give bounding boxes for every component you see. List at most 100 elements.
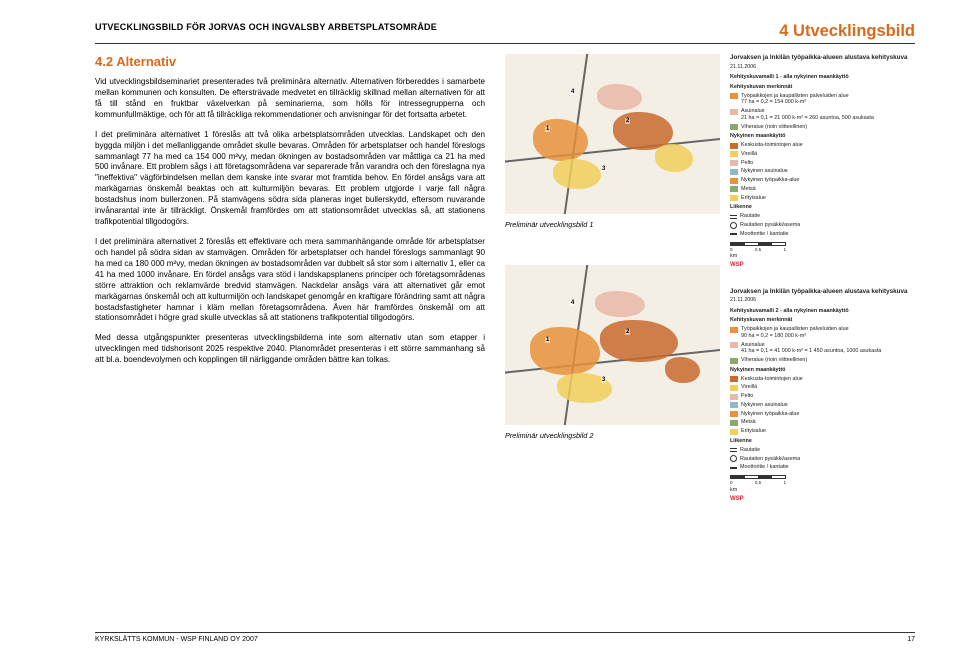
legend-row-text: Rautatie [740,213,760,220]
legend-row-text: Rautatien pysäkki/asema [740,222,800,229]
legend-swatch [730,186,738,192]
legend-section-head: Nykyinen maankäyttö [730,367,915,374]
legend-row-text: Pelto [741,160,753,167]
page-footer: KYRKSLÄTTS KOMMUN - WSP FINLAND OY 2007 … [95,632,915,643]
legend-row-text: Pelto [741,393,753,400]
legend-symbol [730,233,737,235]
legend-row: Nykyinen asuinalue [730,168,915,175]
map-figure-2: 1234 [505,265,720,425]
paragraph-2: I det preliminära alternativet 1 föreslå… [95,130,485,228]
legend-symbol [730,448,737,452]
legend-row-text: Keskusta-toimintojen alue [741,376,803,383]
legend-row-text: Nykyinen asuinalue [741,402,788,409]
legend-swatch [730,420,738,426]
legend-swatch [730,429,738,435]
legend-row: Keskusta-toimintojen alue [730,142,915,149]
legend-section-head: Nykyinen maankäyttö [730,133,915,140]
scale-bar: 00,51km [730,475,915,493]
legend-row-text: Nykyinen asuinalue [741,168,788,175]
legend-swatch [730,394,738,400]
legend-row: Vireillä [730,384,915,391]
legend-row-text: Asuinalue21 ha = 0,1 = 21 000 k-m² = 260… [741,108,874,122]
scale-bar: 00,51km [730,242,915,260]
legend-swatch [730,109,738,115]
scale-unit: km [730,253,915,260]
legend-section-head: Liikenne [730,438,915,445]
legend-row: Keskusta-toimintojen alue [730,376,915,383]
legend-swatch [730,178,738,184]
legend-row: Työpaikkojen ja kaupallisten palveluiden… [730,93,915,107]
legend-row: Metsä [730,186,915,193]
legend-row: Nykyinen työpaikka-alue [730,177,915,184]
legend-row-text: Nykyinen työpaikka-alue [741,411,799,418]
legend-row-text: Keskusta-toimintojen alue [741,142,803,149]
legend-swatch [730,376,738,382]
legend-row-text: Rautatien pysäkki/asema [740,456,800,463]
paragraph-4: Med dessa utgångspunkter presenteras utv… [95,333,485,366]
legend-row: Nykyinen työpaikka-alue [730,411,915,418]
text-column: 4.2 Alternativ Vid utvecklingsbildsemina… [95,54,485,503]
legend-row: Pelto [730,160,915,167]
legend-title: Jorvaksen ja Inkilän työpaikka-alueen al… [730,288,915,296]
legend-symbol [730,455,737,462]
legend-section-head: Kehityskuvan merkinnät [730,317,915,324]
legend-row-text: Moottoritie / kantatie [740,464,789,471]
legend-row: Asuinalue21 ha = 0,1 = 21 000 k-m² = 260… [730,108,915,122]
legend-row: Asuinalue41 ha = 0,1 = 41 000 k-m² = 1 4… [730,342,915,356]
figure-1-caption: Preliminär utvecklingsbild 1 [505,220,720,229]
legend-swatch [730,124,738,130]
legend-swatch [730,342,738,348]
legend-swatch [730,160,738,166]
legend-row: Rautatie [730,213,915,220]
legend-row: Rautatien pysäkki/asema [730,222,915,229]
legend-model-line: Kehityskuvamalli 2 - alla nykyinen maank… [730,308,915,315]
legend-row-text: Metsä [741,186,756,193]
legend-row-text: Viheralue (noin viitteellinen) [741,124,807,131]
legend-swatch [730,385,738,391]
legend-block-2: Jorvaksen ja Inkilän työpaikka-alueen al… [730,288,915,504]
paragraph-1: Vid utvecklingsbildseminariet presentera… [95,77,485,121]
legend-swatch [730,143,738,149]
legend-row-text: Työpaikkojen ja kaupallisten palveluiden… [741,93,849,107]
section-heading: 4.2 Alternativ [95,54,485,69]
page-number: 17 [907,636,915,643]
legend-row: Nykyinen asuinalue [730,402,915,409]
legend-symbol [730,222,737,229]
legend-row-text: Vireillä [741,384,757,391]
legend-section-head: Liikenne [730,204,915,211]
legend-swatch [730,327,738,333]
legend-swatch [730,411,738,417]
legend-model-line: Kehityskuvamalli 1 - alla nykyinen maank… [730,74,915,81]
scale-unit: km [730,487,915,494]
legend-swatch [730,151,738,157]
legend-symbol [730,467,737,469]
legend-block-1: Jorvaksen ja Inkilän työpaikka-alueen al… [730,54,915,270]
legend-swatch [730,93,738,99]
paragraph-3: I det preliminära alternativet 2 föreslå… [95,237,485,324]
legend-row-text: Asuinalue41 ha = 0,1 = 41 000 k-m² = 1 4… [741,342,881,356]
legend-symbol [730,215,737,219]
legend-row: Metsä [730,419,915,426]
legend-date: 21.11.2006 [730,64,915,71]
legend-row: Rautatien pysäkki/asema [730,455,915,462]
legend-row: Rautatie [730,447,915,454]
legend-row: Viheralue (noin viitteellinen) [730,124,915,131]
legend-swatch [730,169,738,175]
legend-row-text: Moottoritie / kantatie [740,231,789,238]
legend-swatch [730,195,738,201]
legend-date: 21.11.2006 [730,297,915,304]
legend-row: Vireillä [730,151,915,158]
legend-swatch [730,402,738,408]
wsp-logo: WSP [730,496,915,504]
footer-left: KYRKSLÄTTS KOMMUN - WSP FINLAND OY 2007 [95,636,258,643]
legend-row-text: Rautatie [740,447,760,454]
map-figure-1: 1234 [505,54,720,214]
legend-row-text: Nykyinen työpaikka-alue [741,177,799,184]
legend-row-text: Erityisalue [741,195,766,202]
legend-row-text: Viheralue (noin viitteellinen) [741,357,807,364]
legend-row-text: Vireillä [741,151,757,158]
legend-row: Viheralue (noin viitteellinen) [730,357,915,364]
document-title: UTVECKLINGSBILD FÖR JORVAS OCH INGVALSBY… [95,22,437,32]
legend-column: Jorvaksen ja Inkilän työpaikka-alueen al… [730,54,915,503]
wsp-logo: WSP [730,262,915,270]
